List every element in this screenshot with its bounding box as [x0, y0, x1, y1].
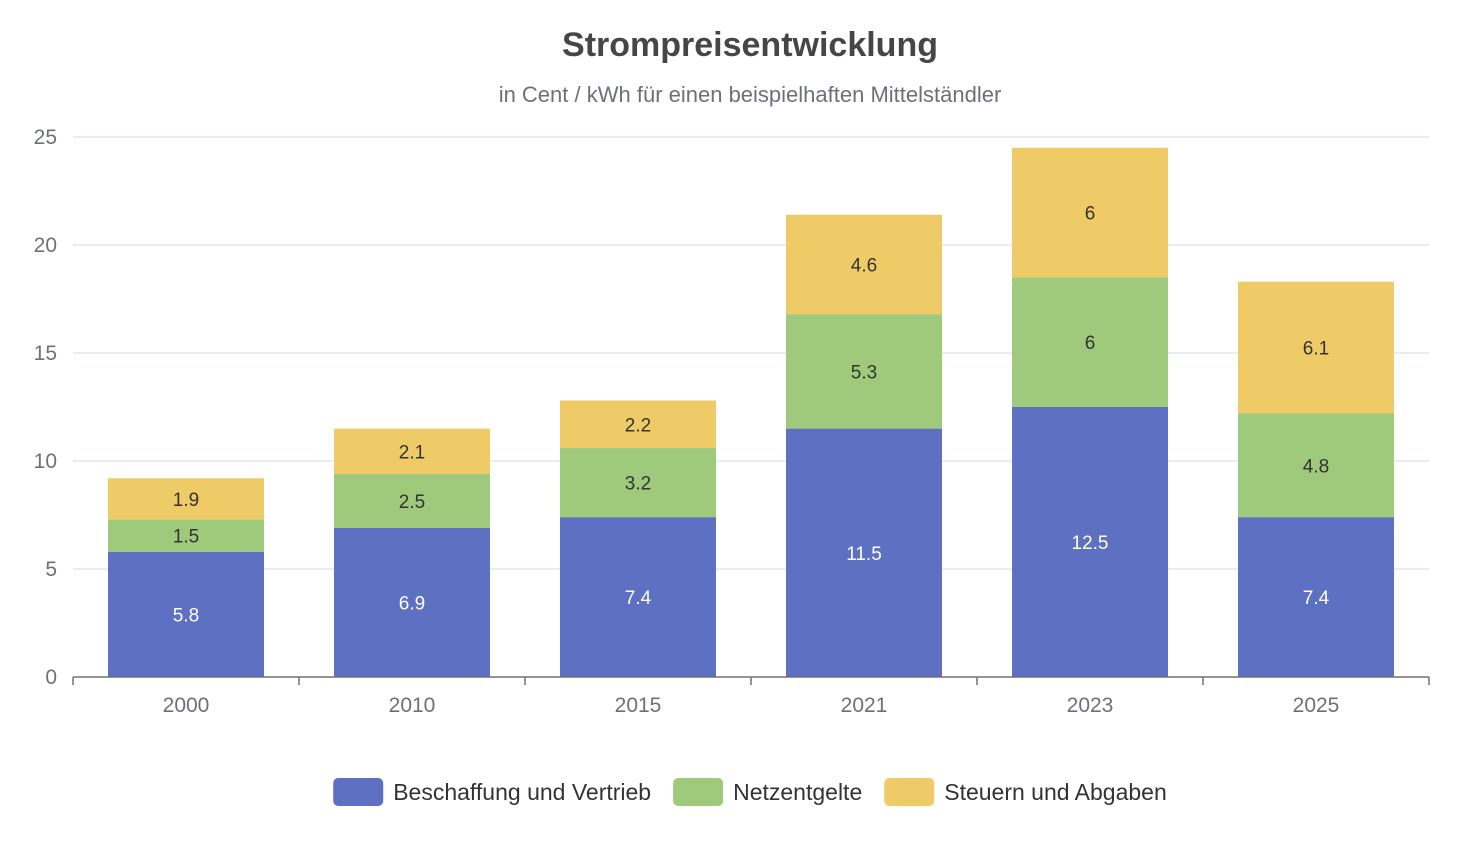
- x-tick-label: 2000: [163, 694, 210, 717]
- y-tick-label: 10: [34, 450, 57, 473]
- x-tick-label: 2023: [1067, 694, 1114, 717]
- data-label: 6: [1085, 333, 1096, 354]
- y-tick-label: 25: [34, 126, 57, 149]
- bar-segment[interactable]: [786, 428, 942, 677]
- legend: Beschaffung und Vertrieb Netzentgelte Steu…: [333, 778, 1167, 806]
- bar-segment[interactable]: [560, 517, 716, 677]
- bar-segment[interactable]: [1238, 517, 1394, 677]
- x-tick-label: 2015: [615, 694, 662, 717]
- bar-segment[interactable]: [786, 214, 942, 315]
- data-label: 4.6: [851, 255, 877, 276]
- bar-segment[interactable]: [1012, 277, 1168, 407]
- data-label: 1.5: [173, 527, 199, 548]
- bar-segment[interactable]: [334, 428, 490, 474]
- bar-segment[interactable]: [108, 551, 264, 677]
- data-label: 4.8: [1303, 456, 1329, 477]
- data-label: 3.2: [625, 474, 651, 495]
- bar-segment[interactable]: [108, 519, 264, 552]
- bar-segment[interactable]: [334, 473, 490, 528]
- bars: 5.8 1.5 1.9 6.9 2.5 2.1 7.4 3.2 2.2 11.5 5.3 4.6 12.…: [108, 147, 1394, 677]
- y-tick-label: 15: [34, 342, 57, 365]
- bar-segment[interactable]: [560, 448, 716, 518]
- bar-segment[interactable]: [1238, 413, 1394, 518]
- data-label: 5.8: [173, 605, 199, 626]
- data-label: 7.4: [1303, 588, 1330, 609]
- y-axis: 0 5 10 15 20 25: [34, 126, 57, 689]
- grid-lines: [73, 136, 1429, 570]
- data-label: 6.9: [399, 593, 425, 614]
- bar-segment[interactable]: [1012, 407, 1168, 677]
- bar-segment[interactable]: [786, 314, 942, 429]
- data-label: 2.2: [625, 415, 651, 436]
- bar-segment[interactable]: [560, 400, 716, 449]
- data-label: 6: [1085, 204, 1096, 225]
- legend-swatch[interactable]: [333, 778, 384, 806]
- bar-segment[interactable]: [108, 478, 264, 520]
- data-label: 2.1: [399, 442, 425, 463]
- legend-label: Steuern und Abgaben: [944, 779, 1167, 805]
- y-tick-label: 5: [45, 558, 57, 581]
- x-axis: 2000 2010 2015 2021 2023 2025: [72, 676, 1430, 717]
- bar-segment[interactable]: [1238, 281, 1394, 414]
- data-label: 2.5: [399, 492, 425, 513]
- x-tick-label: 2021: [841, 694, 888, 717]
- legend-swatch[interactable]: [884, 778, 935, 806]
- bar-segment[interactable]: [1012, 147, 1168, 278]
- data-label: 12.5: [1072, 533, 1109, 554]
- legend-swatch[interactable]: [673, 778, 724, 806]
- chart-subtitle: in Cent / kWh für einen beispielhaften M…: [499, 82, 1002, 107]
- data-label: 7.4: [625, 588, 652, 609]
- legend-label: Netzentgelte: [733, 779, 862, 805]
- x-tick-label: 2025: [1293, 694, 1340, 717]
- data-label: 6.1: [1303, 339, 1329, 360]
- data-label: 1.9: [173, 490, 199, 511]
- data-label: 5.3: [851, 362, 877, 383]
- y-tick-label: 0: [45, 666, 57, 689]
- bar-segment[interactable]: [334, 527, 490, 677]
- x-tick-label: 2010: [389, 694, 436, 717]
- data-label: 11.5: [846, 544, 882, 565]
- y-tick-label: 20: [34, 234, 57, 257]
- chart-title: Strompreisentwicklung: [562, 26, 938, 64]
- legend-label: Beschaffung und Vertrieb: [393, 779, 651, 805]
